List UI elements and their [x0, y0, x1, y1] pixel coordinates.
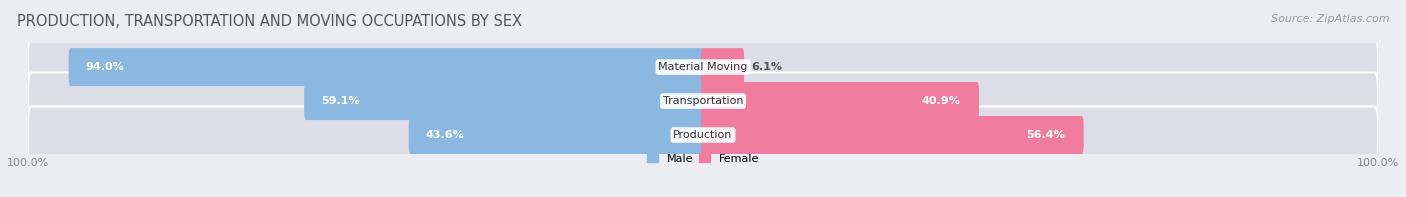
- Text: Transportation: Transportation: [662, 96, 744, 106]
- Text: PRODUCTION, TRANSPORTATION AND MOVING OCCUPATIONS BY SEX: PRODUCTION, TRANSPORTATION AND MOVING OC…: [17, 14, 522, 29]
- FancyBboxPatch shape: [702, 116, 1084, 154]
- Text: Material Moving: Material Moving: [658, 62, 748, 72]
- FancyBboxPatch shape: [409, 116, 704, 154]
- FancyBboxPatch shape: [28, 39, 1378, 96]
- Text: 94.0%: 94.0%: [86, 62, 124, 72]
- Text: Source: ZipAtlas.com: Source: ZipAtlas.com: [1271, 14, 1389, 24]
- FancyBboxPatch shape: [28, 106, 1378, 164]
- FancyBboxPatch shape: [69, 48, 704, 86]
- Text: 6.1%: 6.1%: [751, 62, 782, 72]
- Legend: Male, Female: Male, Female: [643, 149, 763, 168]
- Text: 56.4%: 56.4%: [1026, 130, 1064, 140]
- FancyBboxPatch shape: [304, 82, 704, 120]
- Text: 40.9%: 40.9%: [921, 96, 960, 106]
- FancyBboxPatch shape: [702, 48, 744, 86]
- FancyBboxPatch shape: [28, 72, 1378, 130]
- FancyBboxPatch shape: [702, 82, 979, 120]
- Text: 43.6%: 43.6%: [426, 130, 464, 140]
- Text: 59.1%: 59.1%: [321, 96, 360, 106]
- Text: Production: Production: [673, 130, 733, 140]
